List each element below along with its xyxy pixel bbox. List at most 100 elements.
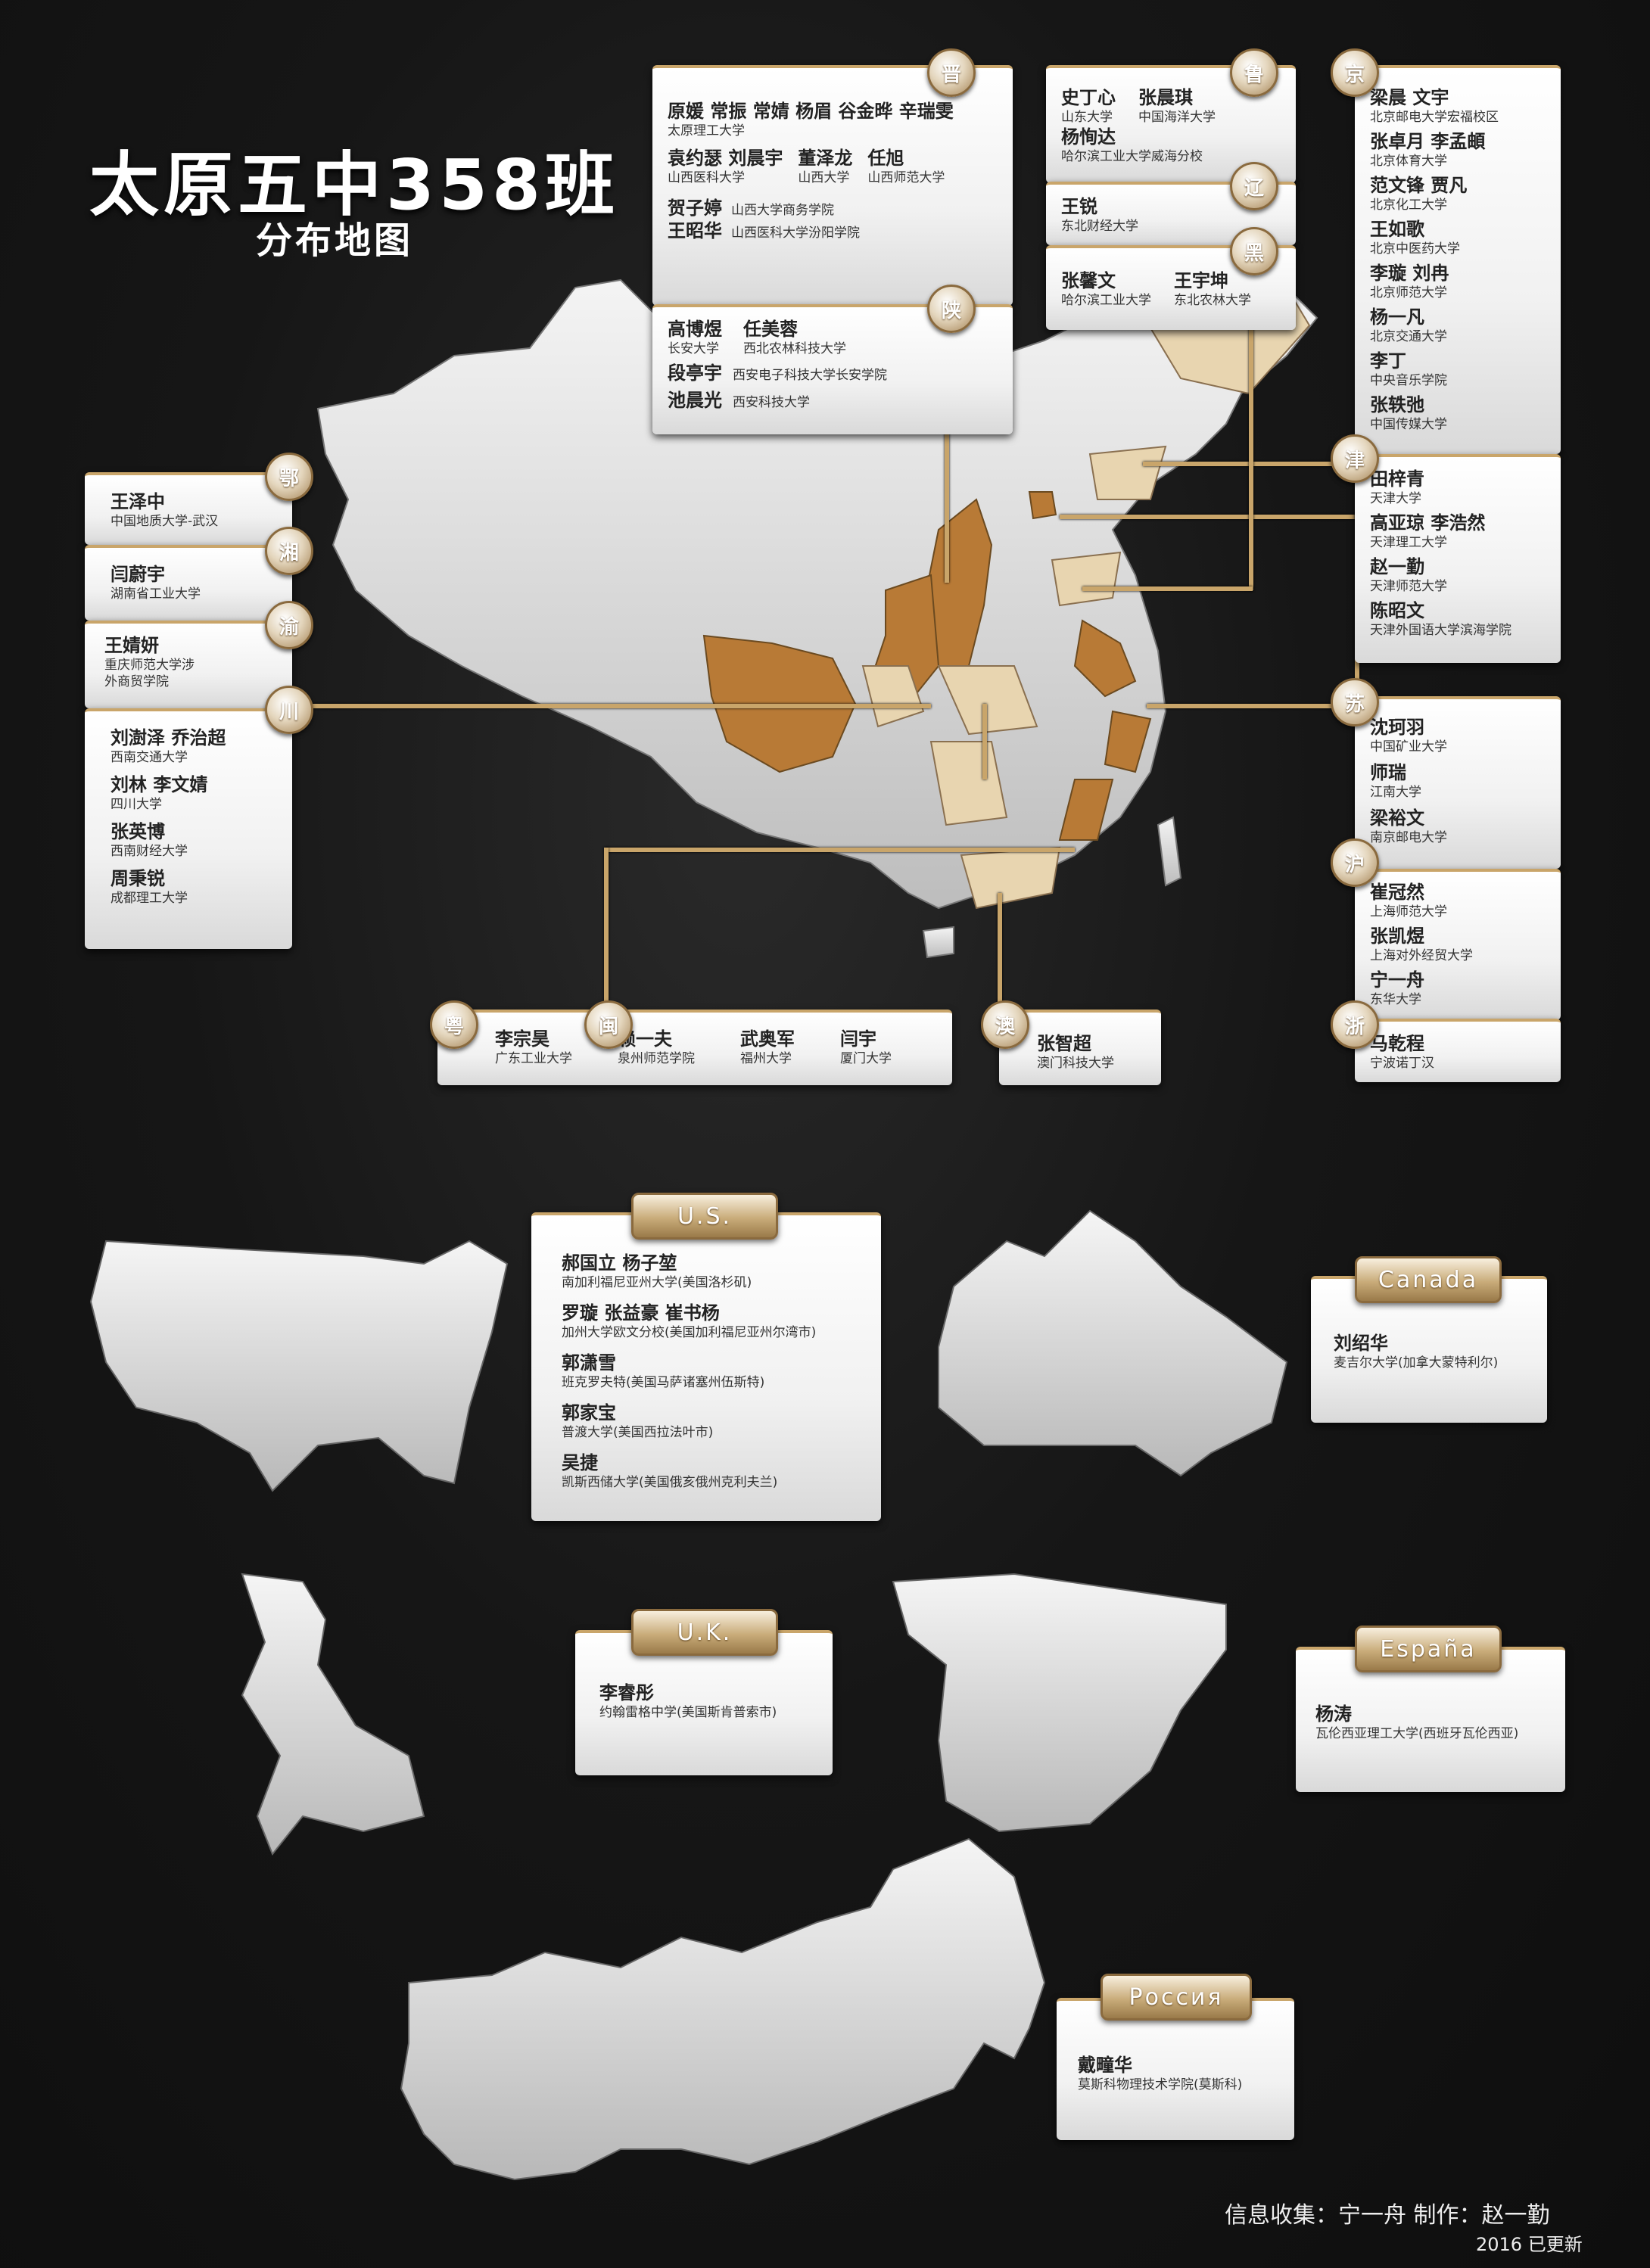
tianjin-school: 天津外国语大学滨海学院 — [1370, 623, 1511, 638]
canada-name: 刘绍华 — [1334, 1333, 1388, 1354]
shanxi-school: 山西师范大学 — [867, 170, 945, 185]
heilongjiang-name: 张馨文 — [1061, 270, 1116, 291]
jiangsu-school: 南京邮电大学 — [1370, 830, 1447, 845]
country-tag-us: U.S. — [631, 1193, 778, 1240]
tag-e: 鄂 — [265, 453, 313, 501]
south-school: 厦门大学 — [840, 1051, 892, 1066]
country-tag-uk: U.K. — [631, 1609, 778, 1656]
us-school: 普渡大学(美国西拉法叶市) — [562, 1425, 714, 1440]
us-name: 郭潇雪 — [562, 1352, 616, 1374]
tag-yu: 渝 — [265, 601, 313, 649]
jiangsu-school: 江南大学 — [1370, 785, 1421, 800]
russia-map — [400, 1837, 1046, 2181]
sichuan-school: 成都理工大学 — [111, 891, 188, 906]
south-school: 福州大学 — [740, 1051, 792, 1066]
shandong-name: 杨恂达 — [1061, 126, 1116, 148]
beijing-name: 王如歌 — [1370, 219, 1424, 240]
shanxi-row1-names: 原媛 常振 常婧 杨眉 谷金晔 辛瑞雯 — [668, 101, 954, 122]
us-name: 郭家宝 — [562, 1402, 616, 1423]
shaanxi-name: 高博煜 — [668, 319, 722, 340]
tianjin-name: 田梓青 — [1370, 468, 1424, 490]
shaanxi-school: 西北农林科技大学 — [743, 341, 846, 356]
shandong-school: 中国海洋大学 — [1138, 110, 1216, 125]
beijing-entry: 张卓月 李孟頔 北京体育大学 — [1370, 130, 1546, 170]
shaanxi-school: 长安大学 — [668, 341, 719, 356]
shaanxi-name: 段亭宇 — [668, 362, 722, 384]
tag-jin-tianjin: 津 — [1331, 434, 1379, 483]
shanxi-school: 山西医科大学汾阳学院 — [731, 226, 860, 241]
heilongjiang-school: 东北农林大学 — [1174, 293, 1251, 308]
province-fujian — [1058, 779, 1114, 841]
shandong-school: 哈尔滨工业大学威海分校 — [1061, 149, 1203, 164]
panel-zhejiang: 马乾程 宁波诺丁汉 — [1355, 1019, 1561, 1082]
us-name: 吴捷 — [562, 1452, 598, 1473]
hunan-name: 闫蔚宇 — [111, 564, 165, 585]
jiangsu-name: 沈珂羽 — [1370, 717, 1424, 738]
us-school: 加州大学欧文分校(美国加利福尼亚州尔湾市) — [562, 1325, 817, 1340]
shanxi-school: 山西大学商务学院 — [731, 203, 834, 218]
sichuan-name: 刘澍泽 乔治超 — [111, 727, 226, 748]
shandong-name: 史丁心 — [1061, 87, 1116, 108]
spain-school: 瓦伦西亚理工大学(西班牙瓦伦西亚) — [1315, 1726, 1519, 1741]
beijing-name: 李丁 — [1370, 350, 1406, 372]
shanghai-school: 上海对外经贸大学 — [1370, 948, 1473, 963]
panel-hunan: 闫蔚宇 湖南省工业大学 — [85, 545, 292, 621]
usa-map — [89, 1240, 509, 1492]
connector-jiangsu — [1147, 704, 1359, 708]
uk-school: 约翰雷格中学(美国斯肯普索市) — [599, 1705, 777, 1720]
tag-zhe: 浙 — [1331, 1000, 1379, 1049]
beijing-name: 杨一凡 — [1370, 306, 1424, 328]
province-hunan — [929, 741, 1008, 826]
beijing-school: 北京师范大学 — [1370, 285, 1447, 300]
sichuan-name: 周秉锐 — [111, 868, 165, 889]
beijing-entry: 杨一凡 北京交通大学 — [1370, 306, 1546, 345]
country-tag-canada: Canada — [1355, 1256, 1502, 1303]
country-tag-spain: España — [1355, 1626, 1502, 1672]
tag-jing: 京 — [1331, 48, 1379, 97]
connector-macau — [998, 893, 1002, 1006]
tianjin-school: 天津大学 — [1370, 491, 1421, 506]
shanxi-row1-school: 太原理工大学 — [668, 123, 745, 138]
tianjin-name: 高亚琼 李浩然 — [1370, 512, 1486, 534]
province-zhejiang — [1104, 710, 1152, 773]
south-school: 广东工业大学 — [495, 1051, 572, 1066]
sichuan-name: 张英博 — [111, 821, 165, 842]
shaanxi-name: 任美蓉 — [743, 319, 798, 340]
connector-south-v — [604, 848, 609, 1029]
jiangsu-name: 师瑞 — [1370, 762, 1406, 783]
beijing-name: 范文锋 贾凡 — [1370, 175, 1468, 196]
tag-liao: 辽 — [1230, 162, 1278, 210]
spain-name: 杨涛 — [1315, 1703, 1352, 1725]
us-name: 郝国立 杨子堃 — [562, 1252, 677, 1274]
south-name: 武奥军 — [740, 1028, 795, 1050]
sichuan-school: 四川大学 — [111, 797, 162, 812]
south-name: 闫宇 — [840, 1028, 876, 1050]
shanxi-name: 贺子婷 — [668, 198, 722, 219]
country-tag-russia: Россия — [1101, 1974, 1252, 2021]
province-beijing — [1028, 491, 1057, 520]
beijing-school: 北京体育大学 — [1370, 154, 1447, 169]
beijing-entry: 李丁 中央音乐学院 — [1370, 350, 1546, 389]
chongqing-school-line2: 外商贸学院 — [104, 674, 169, 689]
chongqing-name: 王婧妍 — [104, 635, 159, 656]
tianjin-name: 赵一勤 — [1370, 556, 1424, 577]
beijing-entry: 梁晨 文宇 北京邮电大学宏福校区 — [1370, 86, 1546, 126]
us-school: 班克罗夫特(美国马萨诸塞州伍斯特) — [562, 1375, 765, 1390]
zhejiang-name: 马乾程 — [1370, 1033, 1424, 1054]
spain-map — [892, 1573, 1227, 1833]
footer-updated: 2016 已更新 — [1476, 2234, 1583, 2255]
shandong-name: 张晨琪 — [1138, 87, 1193, 108]
macau-name: 张智超 — [1037, 1033, 1091, 1054]
province-jiangsu — [1073, 619, 1137, 698]
chongqing-school-line1: 重庆师范大学涉 — [104, 658, 195, 673]
beijing-school: 北京化工大学 — [1370, 198, 1447, 213]
shanxi-school: 山西医科大学 — [668, 170, 745, 185]
us-name: 罗璇 张益豪 崔书杨 — [562, 1302, 720, 1324]
province-hubei — [937, 665, 1038, 736]
panel-shanxi: 原媛 常振 常婧 杨眉 谷金晔 辛瑞雯 太原理工大学 袁约瑟 刘晨宇 山西医科大学… — [652, 65, 1013, 306]
tianjin-school: 天津师范大学 — [1370, 579, 1447, 594]
hunan-school: 湖南省工业大学 — [111, 586, 201, 602]
tag-jin: 晋 — [927, 48, 976, 97]
sichuan-school: 西南财经大学 — [111, 844, 188, 859]
shanxi-school: 山西大学 — [798, 170, 850, 185]
